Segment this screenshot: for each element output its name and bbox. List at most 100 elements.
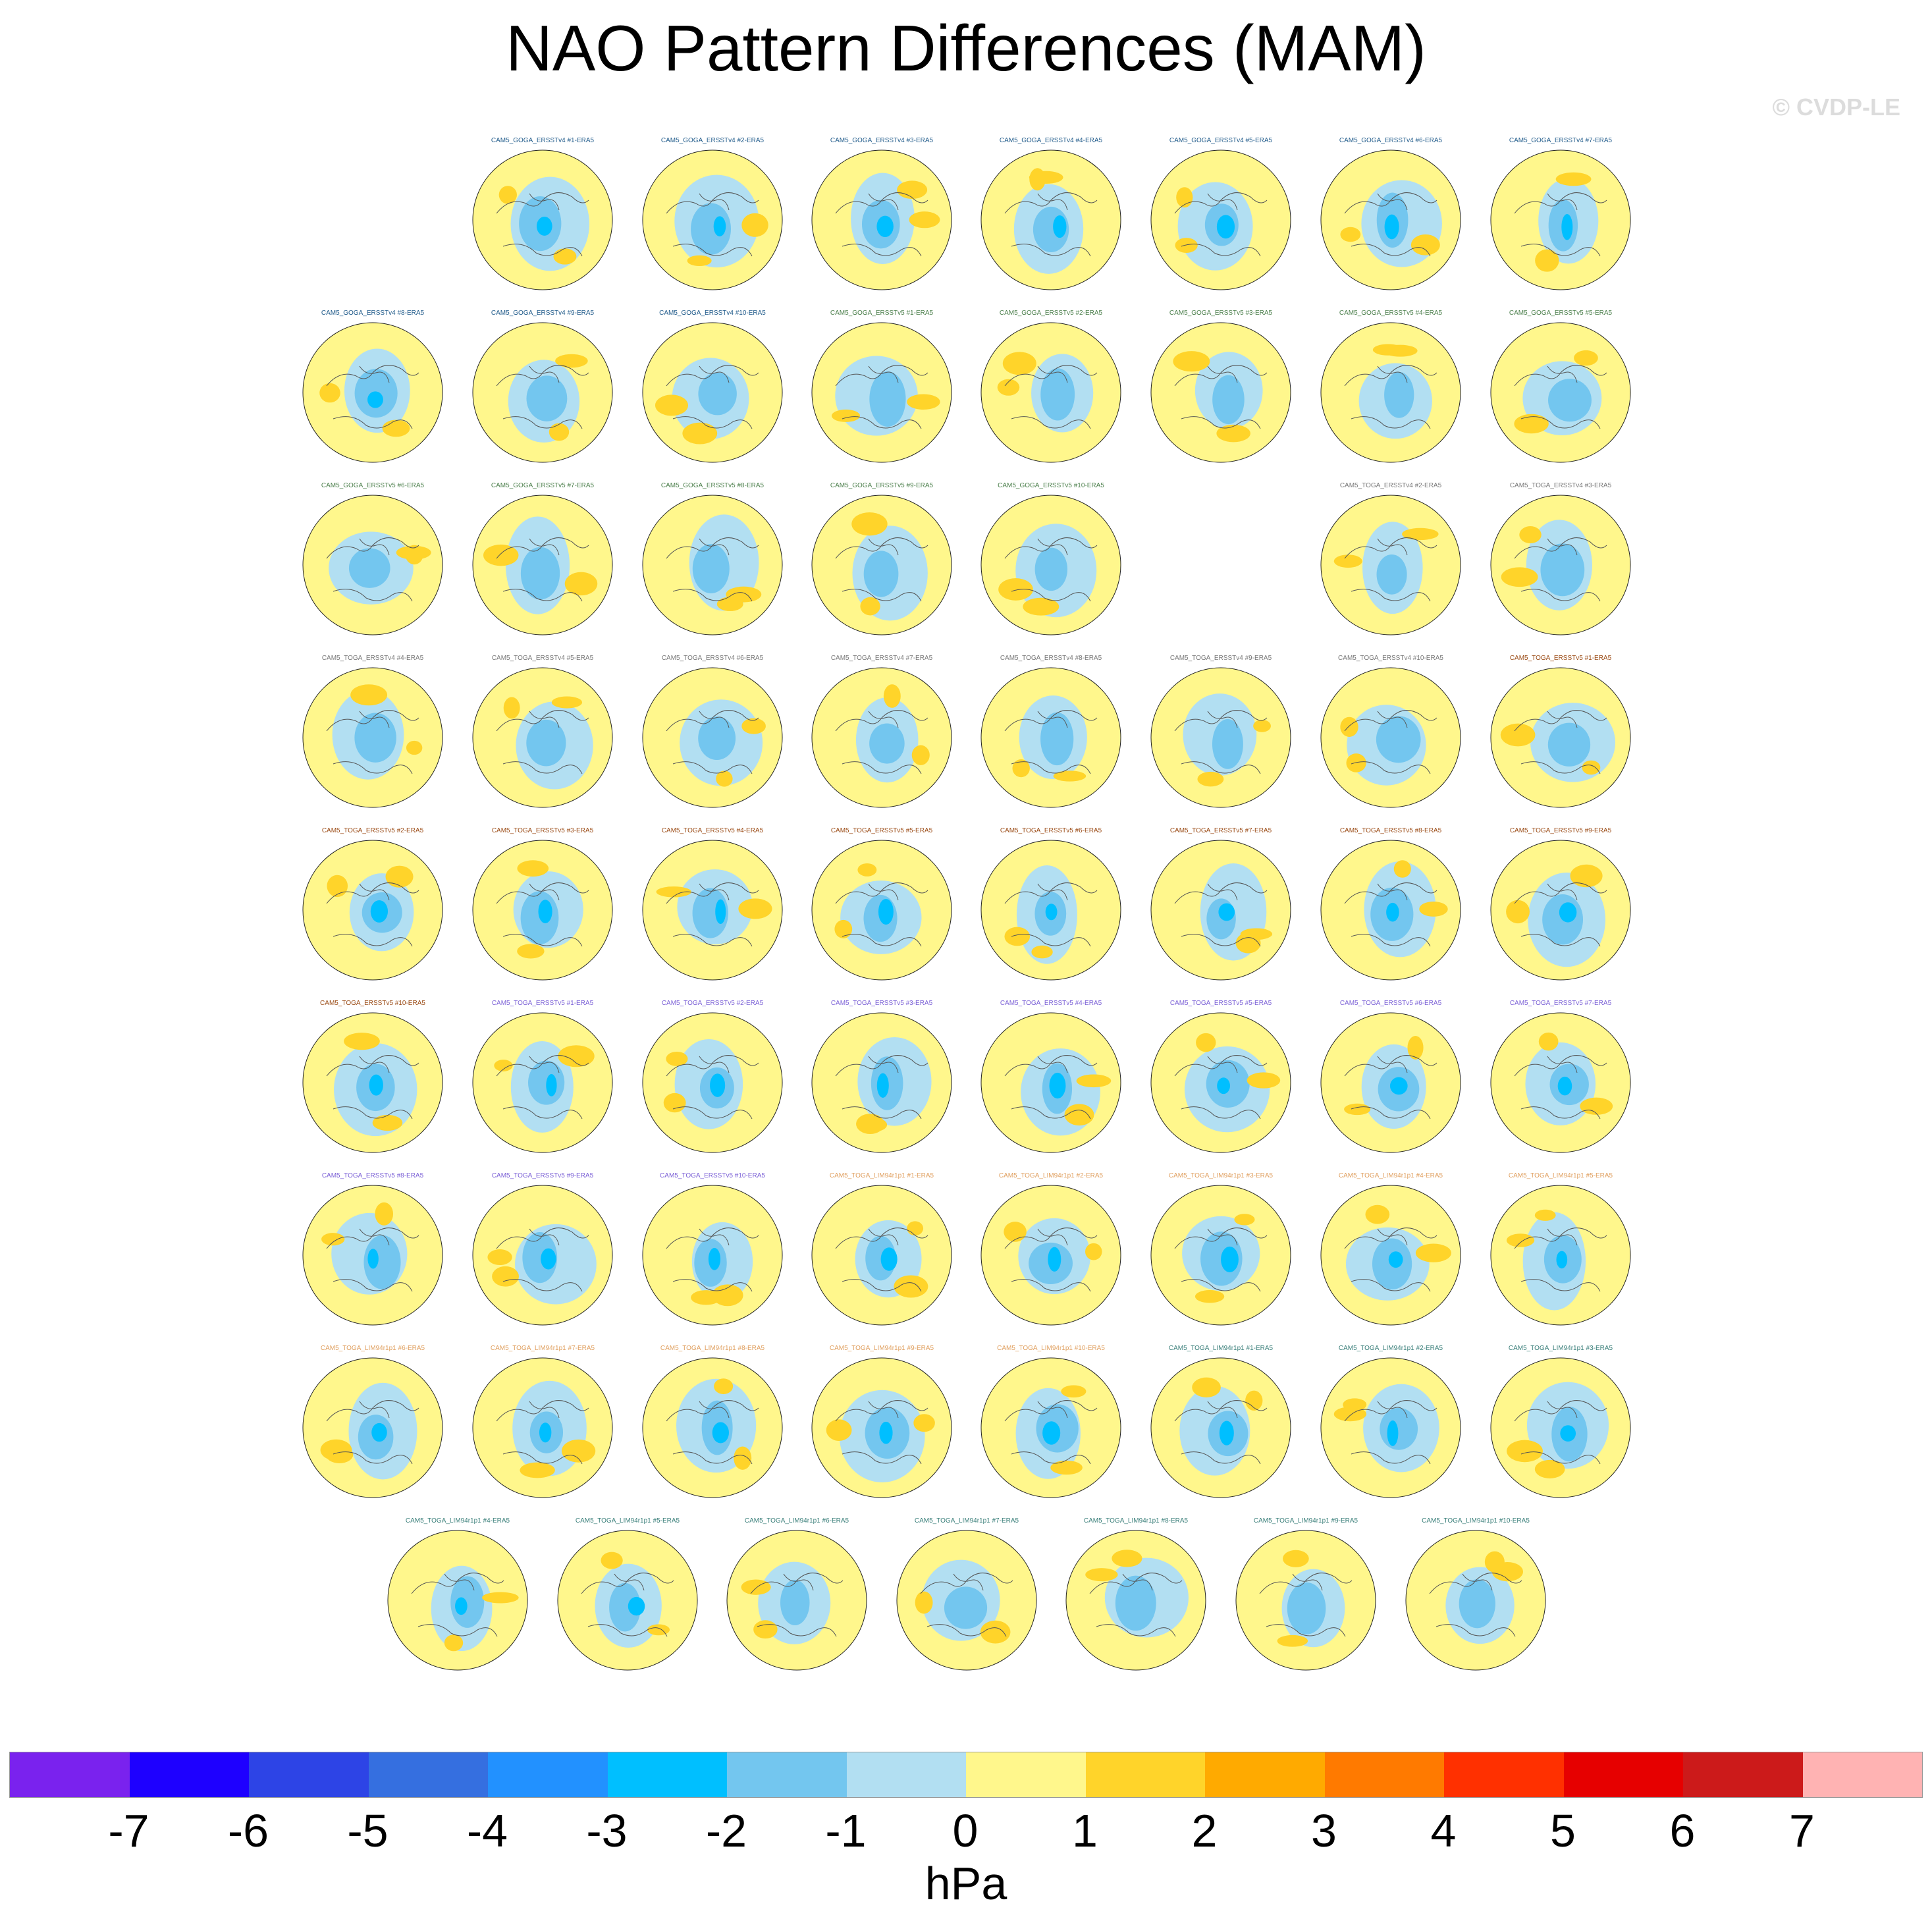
map-border — [472, 1185, 613, 1326]
coastline — [1344, 1055, 1437, 1120]
map-border — [811, 1357, 952, 1498]
polar-map — [472, 495, 613, 635]
coastline — [496, 710, 589, 774]
panel-title: CAM5_GOGA_ERSSTv5 #4-ERA5 — [1339, 310, 1443, 317]
colorbar — [9, 1752, 1923, 1798]
panel-title: CAM5_GOGA_ERSSTv5 #8-ERA5 — [660, 482, 765, 489]
panel-title: CAM5_TOGA_ERSSTv4 #8-ERA5 — [1000, 655, 1102, 662]
map-border — [387, 1530, 528, 1671]
map-border — [980, 840, 1121, 981]
polar-map — [1320, 840, 1461, 981]
anomaly-region — [455, 1597, 468, 1615]
anomaly-region — [321, 1233, 345, 1246]
panel-title: CAM5_TOGA_LIM94r1p1 #9-ERA5 — [829, 1345, 934, 1352]
panel-title: CAM5_TOGA_ERSSTv5 #6-ERA5 — [1339, 1000, 1442, 1007]
map-panel: CAM5_TOGA_ERSSTv4 #3-ERA5 — [1485, 482, 1636, 637]
map-border — [642, 840, 783, 981]
coastline — [1514, 1055, 1607, 1120]
panel-title: CAM5_TOGA_ERSSTv5 #4-ERA5 — [661, 827, 764, 834]
coastline — [835, 1400, 928, 1465]
coastline — [1174, 710, 1268, 774]
coastline — [1344, 365, 1437, 429]
map-border — [302, 1357, 443, 1498]
coastline — [326, 1228, 419, 1292]
map-border — [642, 667, 783, 808]
coastline — [1004, 537, 1098, 602]
panel-title: CAM5_TOGA_LIM94r1p1 #2-ERA5 — [1338, 1345, 1443, 1352]
anomaly-region — [698, 716, 736, 761]
colorbar-segment — [10, 1752, 130, 1797]
polar-map — [642, 1185, 783, 1326]
map-panel: CAM5_TOGA_LIM94r1p1 #7-ERA5 — [467, 1345, 618, 1500]
anomaly-region — [1570, 864, 1603, 888]
coastline — [1174, 192, 1268, 257]
anomaly-region — [1004, 927, 1031, 946]
polar-map — [811, 149, 952, 290]
anomaly-region — [734, 1446, 752, 1470]
map-border — [811, 667, 952, 808]
coastline — [666, 1055, 759, 1120]
anomaly-region — [372, 1114, 403, 1131]
panel-title: CAM5_TOGA_ERSSTv5 #2-ERA5 — [321, 827, 424, 834]
coastline — [666, 192, 759, 257]
polar-map — [811, 840, 952, 981]
map-border — [980, 1012, 1121, 1153]
anomaly-region — [1506, 900, 1530, 924]
panel-title: CAM5_TOGA_ERSSTv5 #3-ERA5 — [830, 1000, 933, 1007]
anomaly-region — [1050, 1460, 1083, 1475]
anomaly-region — [692, 544, 730, 594]
map-panel: CAM5_TOGA_LIM94r1p1 #3-ERA5 — [1485, 1345, 1636, 1500]
polar-map — [387, 1530, 528, 1671]
anomaly-region — [1376, 716, 1421, 763]
coastline — [326, 1055, 419, 1120]
anomaly-region — [1218, 903, 1235, 921]
panel-title: CAM5_TOGA_LIM94r1p1 #1-ERA5 — [829, 1172, 934, 1179]
coastline — [835, 710, 928, 774]
coastline — [1004, 1400, 1098, 1465]
polar-map — [472, 667, 613, 808]
colorbar-segment — [368, 1752, 488, 1797]
map-panel: CAM5_TOGA_ERSSTv4 #4-ERA5 — [297, 655, 448, 810]
map-panel: CAM5_TOGA_LIM94r1p1 #9-ERA5 — [806, 1345, 957, 1500]
anomaly-region — [1012, 759, 1030, 778]
coastline — [920, 1573, 1013, 1637]
map-panel: CAM5_GOGA_ERSSTv4 #5-ERA5 — [1145, 137, 1297, 292]
anomaly-region — [1574, 350, 1598, 366]
map-border — [642, 1185, 783, 1326]
anomaly-region — [876, 215, 894, 238]
anomaly-region — [1212, 719, 1243, 769]
coastline — [835, 882, 928, 947]
panel-title: CAM5_TOGA_ERSSTv5 #2-ERA5 — [661, 1000, 764, 1007]
coastline — [1004, 365, 1098, 429]
polar-map — [557, 1530, 698, 1671]
panel-title: CAM5_GOGA_ERSSTv4 #1-ERA5 — [491, 137, 595, 144]
panel-title: CAM5_TOGA_LIM94r1p1 #10-ERA5 — [1422, 1517, 1530, 1525]
map-panel: CAM5_TOGA_LIM94r1p1 #6-ERA5 — [297, 1345, 448, 1500]
map-border — [472, 149, 613, 290]
colorbar-tick-label: 6 — [1669, 1805, 1696, 1856]
anomaly-region — [1534, 1459, 1565, 1478]
coastline — [1514, 1228, 1607, 1292]
map-panel: CAM5_TOGA_ERSSTv5 #4-ERA5 — [637, 827, 788, 983]
panel-title: CAM5_TOGA_LIM94r1p1 #2-ERA5 — [998, 1172, 1104, 1179]
polar-map — [302, 667, 443, 808]
map-panel: CAM5_GOGA_ERSSTv4 #10-ERA5 — [637, 310, 788, 465]
anomaly-region — [1115, 1575, 1156, 1631]
anomaly-region — [753, 1620, 778, 1639]
panel-title: CAM5_GOGA_ERSSTv5 #7-ERA5 — [491, 482, 595, 489]
polar-map — [811, 1185, 952, 1326]
colorbar-tick-label: -2 — [705, 1805, 747, 1856]
map-border — [1065, 1530, 1206, 1671]
map-panel: CAM5_TOGA_ERSSTv4 #7-ERA5 — [806, 655, 957, 810]
anomaly-region — [714, 1378, 734, 1395]
colorbar-tick-label: 1 — [1072, 1805, 1098, 1856]
anomaly-region — [708, 1247, 721, 1270]
anomaly-region — [517, 944, 545, 959]
anomaly-region — [538, 900, 552, 923]
anomaly-region — [713, 216, 726, 236]
anomaly-region — [915, 1591, 933, 1614]
anomaly-region — [517, 860, 549, 877]
map-border — [472, 667, 613, 808]
polar-map — [1490, 1185, 1631, 1326]
credit-watermark: © CVDP-LE — [1772, 94, 1900, 121]
